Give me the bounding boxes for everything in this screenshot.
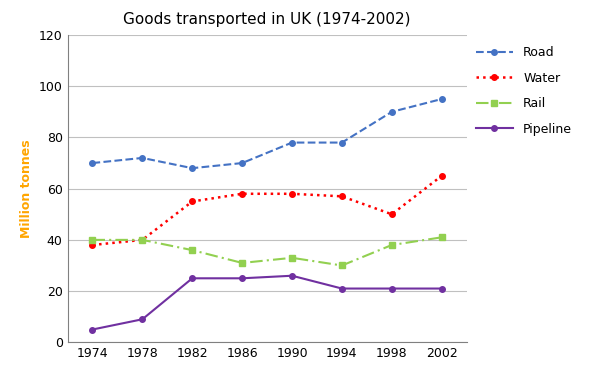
Road <box>338 140 346 145</box>
Rail <box>338 263 346 268</box>
Water <box>89 243 96 247</box>
Water <box>388 212 395 217</box>
Road <box>89 161 96 165</box>
Legend: Road, Water, Rail, Pipeline: Road, Water, Rail, Pipeline <box>470 41 577 141</box>
Y-axis label: Million tonnes: Million tonnes <box>20 139 33 238</box>
Road <box>438 97 445 102</box>
Line: Rail: Rail <box>90 235 445 268</box>
Pipeline <box>289 273 296 278</box>
Road <box>238 161 246 165</box>
Pipeline <box>89 327 96 332</box>
Rail <box>438 235 445 240</box>
Road <box>388 110 395 114</box>
Pipeline <box>188 276 196 280</box>
Water <box>139 238 146 242</box>
Line: Pipeline: Pipeline <box>90 273 445 332</box>
Line: Road: Road <box>90 96 445 171</box>
Pipeline <box>438 286 445 291</box>
Pipeline <box>139 317 146 322</box>
Line: Water: Water <box>90 173 445 248</box>
Water <box>338 194 346 199</box>
Rail <box>139 238 146 242</box>
Pipeline <box>238 276 246 280</box>
Rail <box>388 243 395 247</box>
Pipeline <box>388 286 395 291</box>
Rail <box>89 238 96 242</box>
Water <box>188 199 196 204</box>
Pipeline <box>338 286 346 291</box>
Title: Goods transported in UK (1974-2002): Goods transported in UK (1974-2002) <box>123 12 411 27</box>
Rail <box>289 256 296 260</box>
Rail <box>188 248 196 252</box>
Road <box>289 140 296 145</box>
Rail <box>238 261 246 265</box>
Water <box>438 173 445 178</box>
Water <box>289 191 296 196</box>
Water <box>238 191 246 196</box>
Road <box>139 156 146 160</box>
Road <box>188 166 196 170</box>
